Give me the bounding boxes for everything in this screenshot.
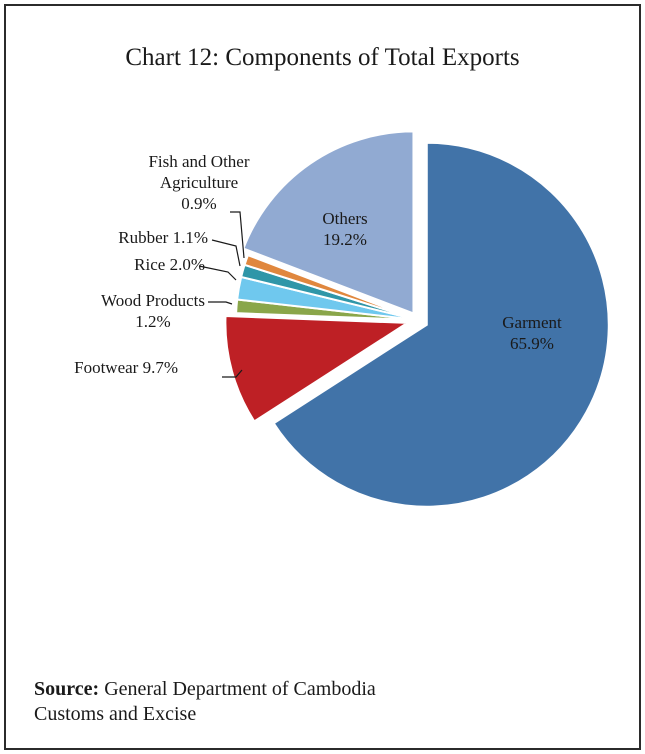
pie-slice-garment — [272, 141, 610, 508]
pie-slice-fish-and-other-agriculture — [243, 253, 419, 321]
source-label: Source: — [34, 678, 100, 700]
slice-label-rubber: Rubber 1.1% — [118, 228, 208, 247]
slice-label-wood-products: Wood Products 1.2% — [101, 291, 205, 331]
chart-title: Chart 12: Components of Total Exports — [125, 44, 520, 71]
slice-label-rice: Rice 2.0% — [134, 255, 205, 274]
pie-slice-others — [242, 130, 415, 315]
leader-line-rubber — [211, 239, 241, 267]
leader-line-rice — [198, 265, 237, 281]
slice-label-others: Others 19.2% — [322, 209, 367, 249]
source-line-1: General Department of Cambodia — [99, 678, 376, 700]
pie-slice-footwear — [224, 315, 411, 423]
slice-label-footwear: Footwear 9.7% — [74, 358, 178, 377]
source-note: Source: General Department of Cambodia C… — [34, 677, 504, 727]
leader-line-fish-and-other-agriculture — [230, 211, 245, 259]
source-line-2: Customs and Excise — [34, 703, 197, 725]
leader-line-footwear — [222, 369, 243, 378]
slice-label-fish-and-other-agriculture: Fish and Other Agriculture 0.9% — [148, 152, 249, 213]
leader-line-wood-products — [208, 301, 233, 305]
slice-label-garment: Garment 65.9% — [502, 313, 562, 353]
